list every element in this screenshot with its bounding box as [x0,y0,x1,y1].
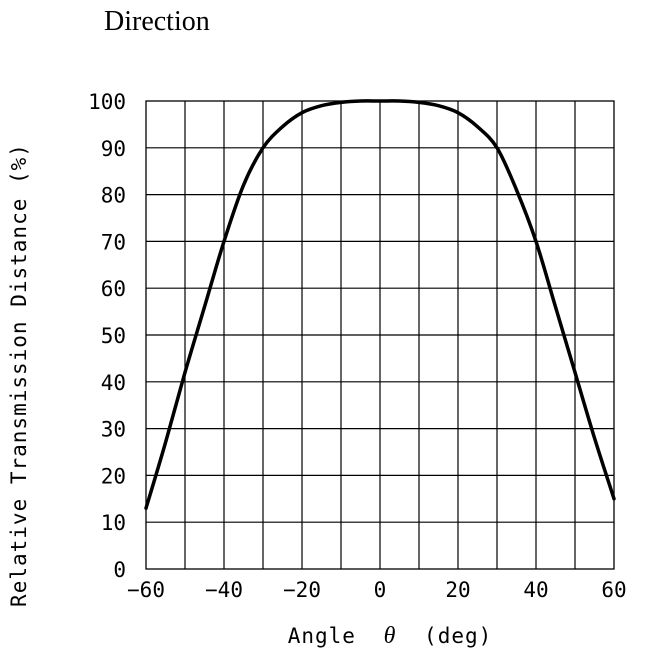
y-tick-label: 10 [101,511,126,535]
page-title: Direction [104,6,210,37]
x-tick-label: 0 [374,578,387,602]
x-tick-label: 20 [445,578,470,602]
y-tick-label: 50 [101,324,126,348]
y-tick-label: 20 [101,464,126,488]
x-axis-title: Angle θ (deg) [288,623,493,649]
y-axis-title: Relative Transmission Distance (%) [7,143,31,607]
y-tick-label: 30 [101,418,126,442]
series-line [144,99,616,510]
x-tick-labels: −60 −40 −20 0 20 40 60 [127,578,627,602]
x-tick-label: 60 [601,578,626,602]
y-tick-label: 40 [101,371,126,395]
y-tick-label: 70 [101,230,126,254]
x-tick-label: 40 [523,578,548,602]
x-tick-label: −40 [205,578,243,602]
x-tick-label: −20 [283,578,321,602]
y-tick-labels: 0 10 20 30 40 50 60 70 80 90 100 [88,90,126,582]
y-tick-label: 0 [113,558,126,582]
y-tick-label: 60 [101,277,126,301]
x-tick-label: −60 [127,578,165,602]
x-axis-title-prefix: Angle [288,624,356,648]
grid [146,101,614,569]
x-axis-title-suffix: (deg) [424,624,492,648]
x-axis-title-symbol: θ [384,623,397,649]
y-tick-label: 100 [88,90,126,114]
y-tick-label: 80 [101,184,126,208]
y-tick-label: 90 [101,137,126,161]
